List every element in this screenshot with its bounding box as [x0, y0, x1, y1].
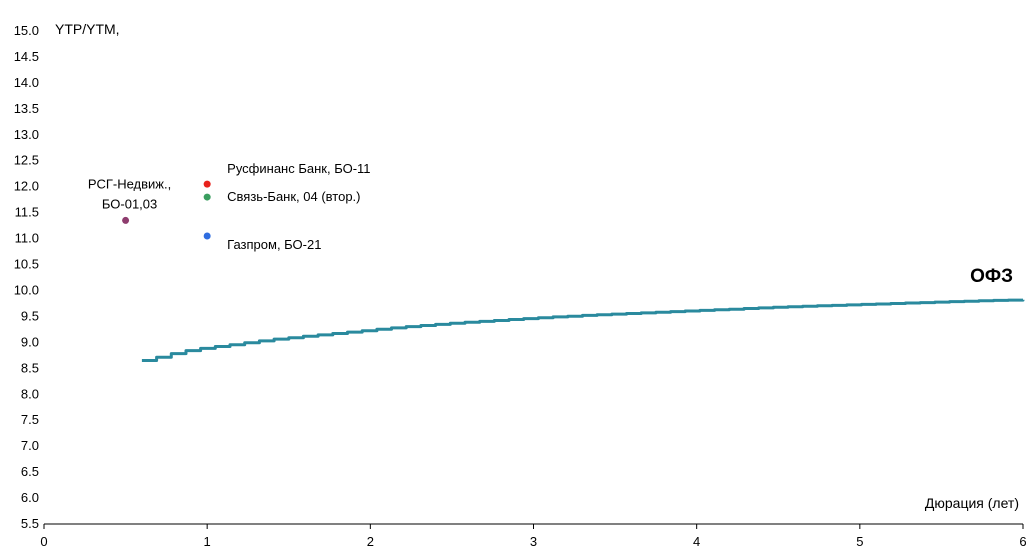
- y-tick-label: 15.0: [14, 23, 39, 38]
- y-tick-label: 14.5: [14, 49, 39, 64]
- ofz-curve-group: [141, 298, 1025, 362]
- y-tick-label: 11.0: [15, 231, 39, 246]
- bond-point: [122, 216, 130, 224]
- point-label: РСГ-Недвиж.,: [88, 176, 171, 191]
- x-tick-label: 4: [693, 534, 700, 549]
- y-tick-label: 11.5: [15, 205, 39, 220]
- bond-point: [203, 180, 211, 188]
- x-tick-label: 1: [204, 534, 211, 549]
- point-label: Русфинанс Банк, БО-11: [227, 161, 370, 176]
- y-axis-ticks: 5.5 6.0 6.5 7.0 7.5 8.0 8.5 9.0 9.5 10.0 10.5 11.0 1…: [14, 23, 39, 531]
- y-tick-label: 14.0: [14, 75, 39, 90]
- point-labels: РСГ-Недвиж., БО-01,03 Русфинанс Банк, БО-1…: [88, 161, 371, 252]
- y-tick-label: 8.0: [21, 386, 39, 401]
- point-label: Связь-Банк, 04 (втор.): [227, 189, 360, 204]
- y-tick-label: 13.0: [14, 127, 39, 142]
- y-tick-label: 6.5: [21, 464, 39, 479]
- y-tick-label: 12.5: [14, 153, 39, 168]
- y-tick-label: 10.5: [14, 257, 39, 272]
- x-tick-label: 0: [40, 534, 47, 549]
- y-tick-label: 8.5: [21, 360, 39, 375]
- y-axis-title: YTP/YTM,: [55, 21, 120, 37]
- ofz-series-label: ОФЗ: [970, 266, 1013, 287]
- x-tick-label: 6: [1019, 534, 1026, 549]
- y-tick-label: 13.5: [14, 101, 39, 116]
- x-axis-title: Дюрация (лет): [925, 495, 1019, 511]
- y-tick-label: 5.5: [21, 516, 39, 531]
- x-tick-label: 5: [856, 534, 863, 549]
- bond-point: [203, 193, 211, 201]
- bond-point: [203, 232, 211, 240]
- ofz-curve-line: [141, 298, 1025, 362]
- y-tick-label: 12.0: [14, 179, 39, 194]
- y-tick-label: 7.0: [21, 438, 39, 453]
- y-tick-label: 10.0: [14, 282, 39, 297]
- y-tick-label: 9.0: [21, 334, 39, 349]
- bond-points: [122, 180, 211, 240]
- x-axis-ticks: 0 1 2 3 4 5 6: [40, 524, 1027, 549]
- y-tick-label: 9.5: [21, 308, 39, 323]
- point-label: БО-01,03: [102, 196, 157, 211]
- x-tick-label: 3: [530, 534, 537, 549]
- point-label: Газпром, БО-21: [227, 237, 321, 252]
- y-tick-label: 6.0: [21, 490, 39, 505]
- x-tick-label: 2: [367, 534, 374, 549]
- y-tick-label: 7.5: [21, 412, 39, 427]
